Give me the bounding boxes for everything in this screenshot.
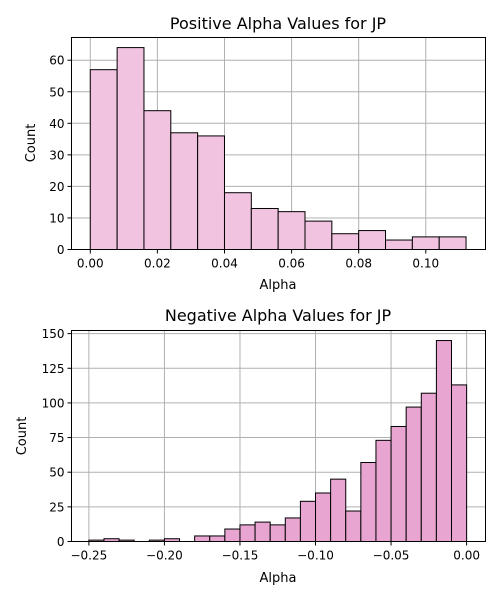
histogram-bar (143, 110, 172, 250)
histogram-bar (254, 521, 271, 543)
histogram-bar (223, 192, 252, 250)
y-tick-label: 50 (49, 85, 64, 99)
histogram-bar (250, 207, 279, 251)
x-tick-label: −0.20 (146, 549, 183, 563)
x-tick-label: −0.10 (297, 549, 334, 563)
histogram-bar (405, 406, 422, 542)
y-tick-label: 0 (57, 535, 65, 549)
histogram-bar (435, 340, 453, 542)
x-tick-label: 0.04 (211, 257, 238, 271)
positive-alpha-chart: Positive Alpha Values for JP 0.00 0.02 0.0… (24, 14, 486, 293)
y-axis-ticks: 0 25 50 75 100 125 150 (42, 327, 72, 549)
x-axis-label: Alpha (260, 278, 297, 293)
y-tick-label: 60 (49, 54, 64, 68)
histogram-bar (284, 517, 301, 542)
histogram-bar (277, 211, 306, 250)
histogram-bar (345, 510, 362, 543)
histogram-bar (390, 425, 407, 542)
x-tick-label: −0.25 (70, 549, 107, 563)
x-axis-ticks: 0.00 0.02 0.04 0.06 0.08 0.10 (77, 249, 439, 271)
y-tick-label: 40 (49, 117, 64, 131)
histogram-bar (116, 47, 145, 250)
x-tick-label: 0.00 (77, 257, 104, 271)
x-tick-label: −0.15 (222, 549, 259, 563)
histogram-bar (299, 500, 317, 542)
x-tick-label: 0.06 (278, 257, 305, 271)
bars (89, 47, 467, 251)
histogram-bar (315, 492, 332, 543)
plot-frame (71, 330, 486, 542)
y-tick-label: 150 (42, 327, 65, 341)
histogram-bar (170, 132, 199, 250)
negative-alpha-chart: Negative Alpha Values for JP −0.25 −0.20−… (15, 306, 486, 586)
histogram-bar (438, 236, 467, 250)
histogram-bar (331, 233, 360, 251)
histogram-bar (411, 236, 440, 250)
chart-title: Negative Alpha Values for JP (165, 306, 392, 325)
chart-title: Positive Alpha Values for JP (170, 14, 387, 33)
y-tick-label: 100 (42, 396, 65, 410)
y-tick-label: 25 (49, 500, 64, 514)
histogram-bar (330, 478, 347, 542)
y-tick-label: 0 (57, 243, 65, 257)
x-tick-label: 0.08 (345, 257, 372, 271)
y-axis-ticks: 0 10 20 30 40 50 60 (49, 54, 72, 257)
histogram-bar (358, 230, 387, 250)
x-axis-ticks: −0.25 −0.20 −0.15 −0.10 −0.05 0.00 (70, 541, 480, 563)
y-tick-label: 20 (49, 180, 64, 194)
y-axis-label: Count (15, 417, 30, 456)
y-tick-label: 10 (49, 211, 64, 225)
histogram-bar (224, 528, 241, 543)
x-tick-label: 0.02 (144, 257, 171, 271)
histogram-bar (360, 462, 377, 542)
histogram-bar (451, 384, 468, 542)
bars (88, 340, 468, 543)
x-tick-label: 0.10 (412, 257, 439, 271)
x-tick-label: −0.05 (373, 549, 410, 563)
y-axis-label: Count (24, 124, 39, 163)
histogram-bar (239, 524, 256, 542)
histogram-bar (375, 439, 392, 542)
histogram-bar (209, 535, 226, 542)
histogram-bar (420, 392, 437, 542)
histogram-bar (269, 524, 286, 542)
histogram-bar (194, 535, 211, 542)
y-tick-label: 50 (49, 466, 64, 480)
x-tick-label: 0.00 (453, 549, 480, 563)
histogram-bar (89, 69, 118, 250)
y-tick-label: 125 (42, 362, 65, 376)
histogram-bar (197, 135, 225, 250)
plot-frame (71, 37, 486, 250)
histogram-bar (385, 239, 413, 251)
histogram-bar (304, 220, 333, 251)
y-tick-label: 75 (49, 431, 64, 445)
y-tick-label: 30 (49, 148, 64, 162)
x-axis-label: Alpha (260, 571, 297, 586)
